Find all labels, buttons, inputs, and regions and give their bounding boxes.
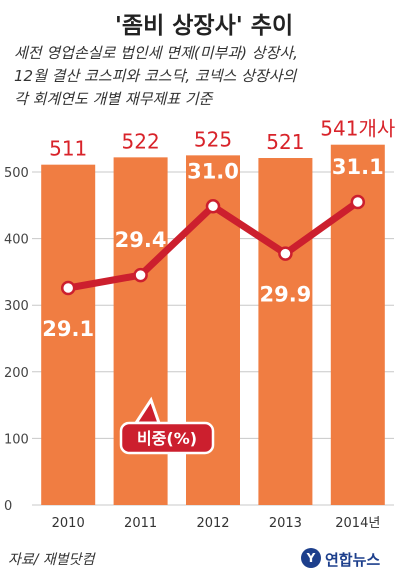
y-tick-label: 0 bbox=[4, 499, 12, 514]
bar-value-label: 522 bbox=[122, 129, 160, 153]
legend-box bbox=[119, 421, 215, 455]
y-tick-label: 200 bbox=[4, 366, 29, 381]
ratio-value-label: 31.1 bbox=[332, 155, 384, 179]
ratio-point bbox=[133, 267, 148, 283]
ratio-value-label: 31.0 bbox=[187, 159, 239, 183]
x-tick-label: 2012 bbox=[196, 516, 229, 531]
note-line-2: 12월 결산 코스피와 코스닥, 코넥스 상장사의 bbox=[14, 67, 297, 85]
chart-title: '좀비 상장사' 추이 bbox=[114, 13, 294, 39]
ratio-value-label: 29.4 bbox=[115, 228, 167, 252]
y-tick-label: 500 bbox=[4, 166, 29, 181]
x-tick-label: 2010 bbox=[52, 516, 85, 531]
note-line-1: 세전 영업손실로 법인세 면제(미부과) 상장사, bbox=[14, 44, 298, 62]
bar bbox=[258, 158, 313, 506]
bar-value-label: 541개사 bbox=[320, 117, 395, 141]
bar-value-label: 511 bbox=[49, 137, 87, 161]
ratio-point bbox=[278, 246, 293, 261]
bar bbox=[41, 164, 96, 505]
note-line-3: 각 회계연도 개별 재무제표 기준 bbox=[14, 90, 213, 108]
source-note: 자료/ 재벌닷컴 bbox=[8, 552, 95, 568]
ratio-point bbox=[205, 199, 221, 214]
yonhap-logo-icon: Y bbox=[301, 548, 321, 568]
y-tick-label: 300 bbox=[4, 299, 29, 314]
x-tick-label: 2011 bbox=[124, 516, 157, 531]
bar-value-label: 525 bbox=[194, 127, 232, 151]
x-tick-label: 2013 bbox=[269, 516, 302, 531]
legend-label: 비중(%) bbox=[137, 429, 197, 448]
ratio-point bbox=[60, 280, 76, 296]
logo-text: 연합뉴스 bbox=[325, 551, 381, 569]
y-tick-label: 100 bbox=[4, 432, 29, 447]
x-tick-label: 2014년 bbox=[335, 516, 380, 531]
bar-value-label: 521 bbox=[266, 130, 304, 154]
ratio-value-label: 29.9 bbox=[259, 283, 311, 307]
ratio-point bbox=[350, 194, 366, 210]
ratio-value-label: 29.1 bbox=[42, 317, 94, 341]
y-tick-label: 400 bbox=[4, 233, 29, 248]
